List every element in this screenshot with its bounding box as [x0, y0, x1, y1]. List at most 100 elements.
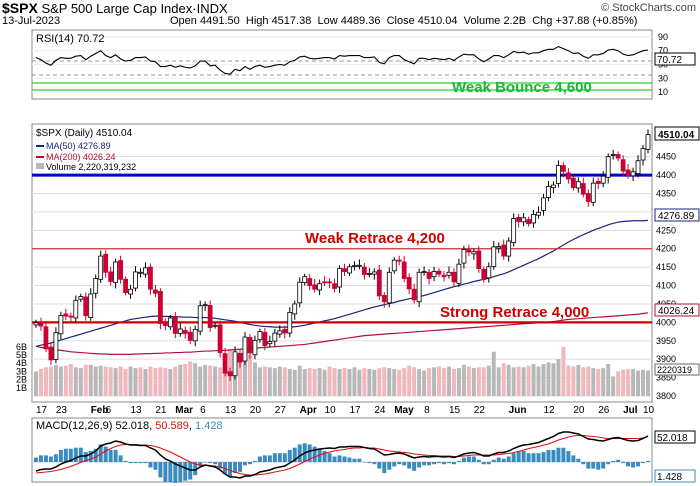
volume-legend: Volume 2,220,319,232	[46, 162, 136, 172]
volume-bar	[581, 367, 586, 396]
volume-tick-label: 4B	[16, 358, 27, 368]
volume-bar	[247, 355, 252, 396]
macd-hist-bar	[158, 462, 163, 478]
x-tick-label: Feb	[91, 405, 109, 416]
macd-hist-bar	[392, 462, 397, 467]
volume-bar	[442, 368, 446, 396]
candle-body	[332, 283, 337, 289]
volume-bar	[213, 366, 218, 396]
macd-hist-bar	[267, 455, 272, 462]
macd-hist-bar	[148, 462, 153, 468]
candle-body	[227, 371, 233, 377]
x-tick-label: 12	[543, 405, 555, 416]
candle-body	[148, 266, 153, 290]
macd-hist-bar	[382, 462, 387, 473]
x-tick-label: 21	[155, 405, 167, 416]
macd-hist-bar	[596, 462, 601, 470]
volume-bar	[352, 367, 357, 396]
candle-body	[237, 352, 243, 363]
candle-body	[352, 265, 357, 268]
macd-hist-bar	[213, 462, 218, 465]
volume-bar	[78, 368, 83, 396]
macd-hist-bar	[606, 462, 611, 465]
candle-body	[48, 346, 54, 361]
volume-tick-label: 2B	[16, 375, 27, 385]
candle-body	[287, 312, 293, 334]
volume-bar	[347, 368, 352, 396]
macd-tag-box	[654, 430, 696, 444]
x-tick-label: 27	[275, 405, 287, 416]
x-tick-label: 10	[325, 405, 337, 416]
candle-body	[416, 271, 422, 303]
macd-hist-bar	[128, 462, 133, 464]
candle-body	[635, 160, 641, 175]
candle-body	[421, 271, 427, 273]
macd-hist-bar	[456, 460, 461, 462]
macd-hist-bar	[153, 462, 158, 470]
instrument-name: S&P 500 Large Cap Index	[41, 1, 193, 16]
x-tick-label: 15	[449, 405, 461, 416]
candle-body	[630, 171, 636, 177]
candle-body	[292, 303, 298, 315]
macd-hist-bar	[337, 455, 342, 462]
candle-body	[625, 169, 631, 176]
volume-bar	[471, 368, 476, 396]
macd-hist-bar	[417, 462, 422, 468]
volume-bar	[432, 367, 437, 396]
candle-body	[536, 211, 541, 216]
price-tick-label: 4450	[656, 152, 676, 162]
volume-bar	[456, 368, 461, 396]
volume-bar	[491, 351, 496, 396]
macd-hist-bar	[138, 462, 143, 464]
stockcharts-credit[interactable]: © StockCharts.com	[601, 2, 696, 14]
volume-bar	[516, 366, 521, 396]
volume-bar	[188, 361, 193, 396]
macd-legend-signal: 50.589	[155, 420, 189, 432]
candle-body	[615, 154, 621, 159]
candle-body	[436, 270, 442, 275]
volume-bar	[556, 359, 561, 396]
price-tick-label: 4100	[656, 281, 676, 291]
macd-hist-bar	[257, 456, 262, 462]
candle-body	[600, 175, 606, 184]
volume-bar	[38, 368, 43, 396]
candle-body	[232, 351, 238, 377]
macd-hist-bar	[541, 452, 546, 462]
volume-bar	[68, 364, 73, 396]
volume-bar	[297, 365, 302, 396]
macd-hist-bar	[511, 453, 516, 462]
volume-tag: 2220319	[657, 365, 692, 375]
candle-body	[501, 244, 507, 257]
macd-hist-bar	[621, 462, 626, 464]
macd-hist-bar	[446, 462, 451, 464]
volume-bar	[626, 368, 631, 396]
candle-body	[167, 317, 173, 328]
candle-body	[551, 184, 556, 189]
candle-body	[580, 183, 586, 195]
volume-bar	[496, 367, 501, 396]
volume-bar	[143, 368, 148, 396]
macd-hist-bar	[68, 448, 73, 462]
macd-hist-bar	[203, 462, 208, 463]
candle-body	[406, 277, 412, 290]
candle-body	[182, 330, 188, 334]
macd-hist-bar	[581, 462, 586, 465]
volume-bar	[292, 369, 297, 396]
candle-body	[506, 240, 512, 257]
volume-bar	[402, 368, 407, 396]
candle-body	[481, 268, 487, 281]
x-tick-label: 24	[374, 405, 386, 416]
candle-body	[595, 180, 601, 184]
macd-hist-bar	[427, 462, 432, 466]
volume-bar	[616, 371, 621, 396]
candle-body	[376, 269, 382, 297]
candle-body	[63, 313, 69, 317]
candle-body	[272, 332, 278, 342]
volume-bar	[302, 368, 307, 396]
candle-body	[153, 289, 158, 294]
macd-hist-bar	[466, 456, 471, 462]
candle-body	[282, 328, 288, 334]
candle-body	[575, 181, 581, 189]
x-tick-label: 13	[225, 405, 237, 416]
candle-body	[252, 340, 258, 356]
